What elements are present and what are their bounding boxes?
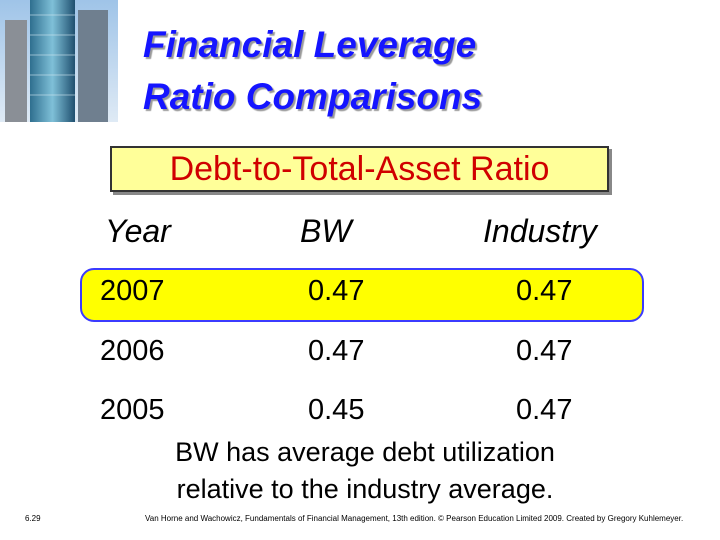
table-cell: 0.47 (516, 275, 573, 307)
title-line: Financial Leverage (143, 24, 477, 65)
note-line: relative to the industry average. (176, 474, 554, 504)
table-cell: 0.47 (516, 335, 573, 367)
table-cell: 0.47 (308, 275, 365, 307)
table-cell: 2007 (100, 275, 165, 307)
table-cell: 0.47 (516, 394, 573, 426)
column-header: BW (300, 213, 352, 249)
slide-number: 6.29 (25, 514, 41, 523)
note: BW has average debt utilization relative… (60, 434, 670, 508)
title-line: Ratio Comparisons (143, 76, 483, 117)
table-cell: 2006 (100, 335, 165, 367)
table-cell: 0.45 (308, 394, 365, 426)
column-header: Industry (483, 213, 597, 249)
note-line: BW has average debt utilization (175, 437, 555, 467)
table-cell: 2005 (100, 394, 165, 426)
building-image (0, 0, 118, 122)
row-highlight (80, 268, 644, 322)
table-cell: 0.47 (308, 335, 365, 367)
box-label: Debt-to-Total-Asset Ratio (110, 146, 609, 192)
footer: Van Horne and Wachowicz, Fundamentals of… (145, 514, 684, 523)
column-header: Year (105, 213, 171, 249)
